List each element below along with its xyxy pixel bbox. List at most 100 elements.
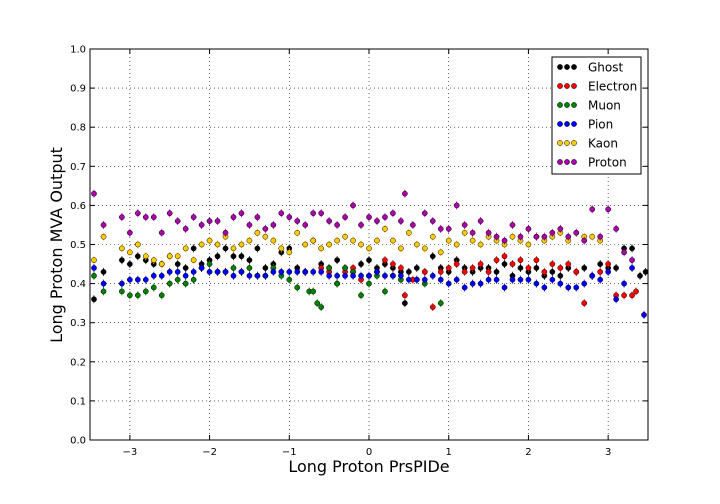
data-point [238, 269, 245, 275]
data-point [100, 269, 107, 275]
data-point [509, 233, 516, 240]
data-point [509, 276, 516, 283]
data-point [642, 269, 649, 275]
data-point [445, 280, 452, 287]
data-point [581, 300, 588, 306]
x-tick-label: −2 [202, 447, 217, 458]
data-point [246, 265, 253, 271]
legend-marker [571, 140, 577, 146]
data-point [429, 304, 436, 310]
data-point [485, 276, 492, 283]
data-point [150, 272, 157, 279]
data-point [238, 241, 245, 248]
data-point [445, 265, 452, 271]
data-point [190, 245, 197, 252]
data-point [286, 276, 293, 283]
data-point [326, 265, 332, 271]
data-point [629, 265, 635, 271]
data-point [382, 288, 388, 295]
data-point [621, 280, 627, 287]
data-point [206, 269, 213, 275]
x-tick-label: −1 [282, 447, 297, 458]
data-point [119, 288, 125, 295]
data-point [182, 226, 189, 232]
data-point [453, 202, 460, 209]
series-pion [91, 263, 647, 319]
data-point [206, 218, 213, 224]
data-point [206, 261, 213, 267]
data-point [214, 269, 221, 275]
y-tick-label: 0.0 [70, 436, 86, 447]
data-point [525, 276, 532, 283]
data-point [501, 253, 508, 260]
data-point [509, 261, 516, 267]
data-point [477, 261, 484, 267]
data-point [453, 261, 460, 267]
data-point [421, 269, 428, 275]
data-point [485, 229, 492, 236]
data-point [382, 226, 388, 232]
data-point [382, 214, 388, 220]
data-point [641, 312, 647, 318]
data-point [230, 272, 237, 279]
data-point [613, 226, 619, 232]
data-point [134, 241, 141, 248]
legend: Ghost Electron Muon Pion Kaon Proton [551, 56, 642, 175]
data-point [127, 249, 133, 256]
data-point [477, 280, 484, 287]
data-point [429, 272, 436, 279]
data-point [509, 222, 516, 228]
data-point [166, 210, 173, 217]
y-tick-label: 0.3 [70, 318, 86, 329]
data-point [198, 241, 205, 248]
data-point [198, 265, 205, 271]
data-point [429, 253, 436, 260]
data-point [421, 276, 428, 283]
data-point [182, 245, 189, 252]
data-point [374, 237, 380, 244]
legend-item-muon: Muon [557, 99, 621, 113]
data-point [286, 214, 293, 220]
data-point [334, 237, 340, 244]
data-point [310, 269, 317, 275]
data-point [294, 284, 301, 291]
data-point [342, 233, 348, 240]
data-point [533, 233, 540, 240]
data-point [589, 233, 596, 240]
data-point [278, 245, 285, 252]
data-point [222, 229, 229, 236]
data-point [398, 245, 404, 252]
data-point [565, 261, 572, 267]
legend-marker [571, 102, 577, 108]
legend-marker [557, 83, 563, 89]
data-point [461, 222, 468, 228]
legend-marker [571, 83, 577, 89]
legend-marker [564, 140, 570, 146]
data-point [214, 218, 221, 224]
data-point [413, 265, 420, 271]
data-point [158, 272, 165, 279]
data-point [366, 257, 372, 263]
data-point [501, 284, 508, 291]
data-point [429, 233, 436, 240]
data-series [91, 189, 649, 319]
data-point [445, 226, 452, 232]
data-point [294, 229, 301, 236]
data-point [557, 226, 564, 232]
data-point [477, 241, 484, 248]
data-point [174, 269, 181, 275]
data-point [517, 265, 524, 271]
legend-marker [571, 121, 577, 127]
data-point [366, 280, 372, 287]
legend-marker [557, 159, 563, 165]
x-axis-label: Long Proton PrsPIDe [288, 457, 449, 476]
data-point [358, 261, 364, 267]
data-point [350, 202, 356, 209]
data-point [549, 261, 556, 267]
legend-marker [557, 140, 563, 146]
data-point [501, 237, 508, 244]
data-point [366, 214, 372, 220]
data-point [190, 214, 197, 220]
data-point [334, 222, 340, 228]
